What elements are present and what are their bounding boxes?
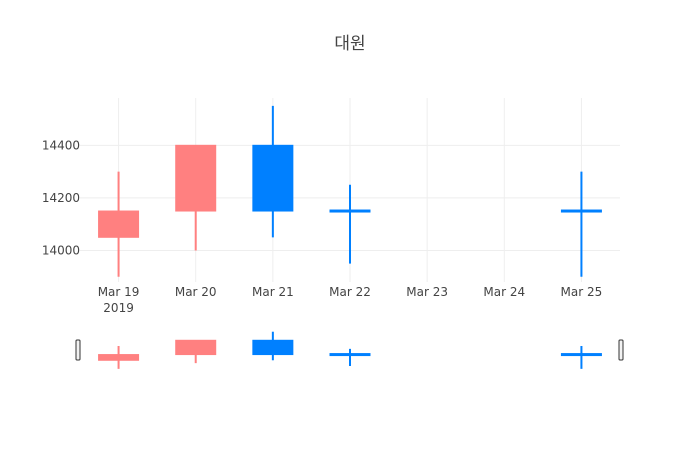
x-tick-label: Mar 22 [329,285,371,299]
x-tick-label: Mar 25 [561,285,603,299]
range-slider[interactable] [75,330,624,370]
y-tick-label: 14000 [42,243,80,257]
candle-body-mini [252,339,294,356]
candle-body [175,144,217,212]
candle [329,184,371,264]
candle [98,171,140,277]
candle-body-mini [329,353,371,357]
candle-layer [98,105,602,277]
x-tick-label: Mar 19 [98,285,140,299]
candle-body-mini [560,353,602,357]
candle [560,171,602,277]
candle-mini [175,339,217,364]
x-tick-label: Mar 21 [252,285,294,299]
candle-mini [252,331,294,361]
candle-body [252,144,294,212]
slider-handle-right[interactable] [618,339,624,361]
candle-body [329,209,371,213]
y-tick-label: 14200 [42,191,80,205]
candle-body [98,210,140,238]
y-tick-label: 14400 [42,138,80,152]
slider-handle-left[interactable] [75,339,81,361]
candle-mini [560,346,602,369]
chart-title: 대원 [334,34,365,54]
candle-body-mini [98,354,140,361]
candle-mini [329,348,371,366]
x-tick-label: Mar 23 [406,285,448,299]
x-year-label: 2019 [103,301,134,315]
axis-layer: Mar 19 Mar 20 Mar 21 Mar 22 Mar 23 Mar 24 Mar … [42,138,602,315]
candle [175,144,217,251]
candle [252,105,294,238]
candle-body [560,209,602,213]
candle-mini [98,346,140,369]
candle-body-mini [175,339,217,356]
x-tick-label: Mar 24 [483,285,525,299]
x-tick-label: Mar 20 [175,285,217,299]
